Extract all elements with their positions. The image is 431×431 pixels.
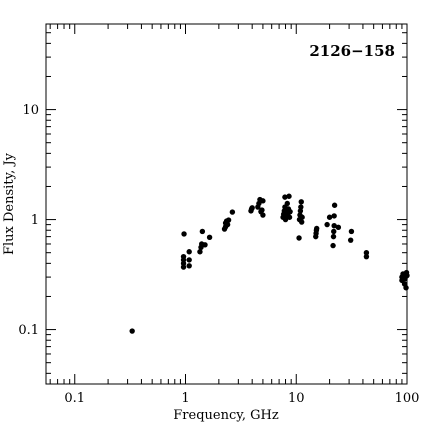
x-tick-label: 1 [181,391,189,406]
data-point [299,219,305,225]
data-point [249,205,255,211]
data-point [331,202,338,208]
data-point [129,328,135,334]
data-point [331,213,337,219]
data-point [186,249,192,255]
x-tick-label: 100 [395,391,420,406]
data-point [363,249,370,256]
data-point [324,221,330,228]
data-point [186,257,192,263]
data-point [404,272,410,279]
data-points [129,193,410,334]
plot-frame [45,23,408,385]
data-point [330,242,336,249]
data-point [229,209,236,215]
data-point [181,231,187,237]
y-tick-label: 1 [31,213,39,228]
axis-ticks [46,23,408,384]
data-point [298,199,304,205]
x-axis-label: Frequency, GHz [173,408,279,423]
data-point [282,194,288,200]
data-point [206,234,213,241]
chart-title: 2126−158 [309,42,395,60]
data-point [199,228,206,235]
data-point [287,208,293,215]
data-point [347,237,354,243]
y-tick-label: 10 [22,103,39,118]
data-point [363,253,370,260]
data-point [260,212,266,218]
tick-labels: 0.1 1 10 100 0.1 1 10 [18,103,419,406]
data-point [335,224,342,231]
data-point [348,228,355,235]
data-point [296,235,302,241]
y-axis-label: Flux Density, Jy [2,152,17,255]
data-point [286,193,292,199]
data-point [186,263,192,269]
data-point [197,249,203,255]
data-point [298,204,304,210]
data-point [286,214,293,220]
data-point [331,228,337,235]
data-point [326,214,333,220]
x-tick-label: 10 [288,391,305,406]
data-point [225,217,232,223]
data-point [314,225,320,232]
data-point [331,222,337,229]
data-point [403,285,409,291]
data-point [330,233,337,240]
data-point [259,207,265,213]
data-point [180,253,187,260]
x-tick-label: 0.1 [64,391,85,406]
data-point [202,242,208,248]
data-point [224,221,231,228]
data-point [260,198,266,204]
data-point [299,214,305,220]
data-point [284,200,290,207]
y-tick-label: 0.1 [18,323,39,338]
data-point [180,264,187,270]
